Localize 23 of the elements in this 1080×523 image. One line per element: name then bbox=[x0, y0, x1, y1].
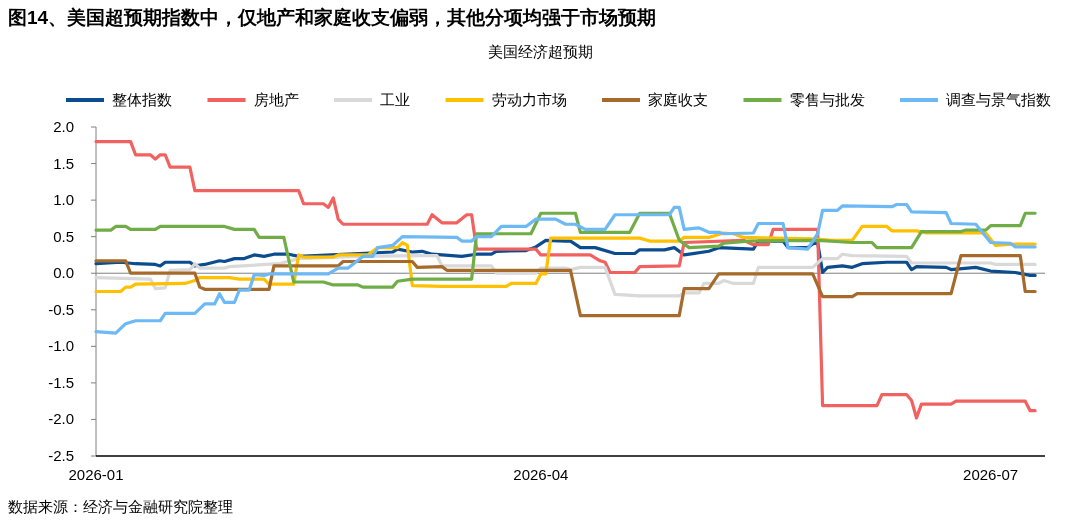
y-tick-label: -2.5 bbox=[48, 447, 74, 464]
legend-label: 家庭收支 bbox=[648, 91, 708, 108]
y-tick-label: 1.0 bbox=[53, 191, 74, 209]
x-tick-label: 2026-04 bbox=[513, 466, 569, 483]
y-tick-label: 0.5 bbox=[53, 227, 74, 245]
y-tick-label: -1.0 bbox=[48, 337, 74, 355]
y-tick-label: 1.5 bbox=[53, 154, 74, 172]
x-tick-label: 2026-01 bbox=[68, 466, 124, 483]
legend-label: 工业 bbox=[380, 91, 410, 108]
source-note: 数据来源：经济与金融研究院整理 bbox=[8, 498, 233, 515]
x-tick-label: 2026-07 bbox=[963, 466, 1019, 483]
y-tick-label: 2.0 bbox=[53, 118, 74, 135]
legend-label: 调查与景气指数 bbox=[946, 91, 1051, 108]
legend-label: 零售与批发 bbox=[789, 91, 865, 108]
y-tick-label: 0.0 bbox=[53, 264, 74, 282]
legend-label: 劳动力市场 bbox=[491, 91, 567, 108]
legend-label: 整体指数 bbox=[112, 91, 172, 108]
y-tick-label: -2.0 bbox=[48, 410, 74, 428]
chart-title: 图14、美国超预期指数中，仅地产和家庭收支偏弱，其他分项均强于市场预期 bbox=[8, 7, 657, 28]
legend-label: 房地产 bbox=[253, 91, 299, 108]
y-tick-label: -1.5 bbox=[48, 373, 74, 391]
chart-subtitle: 美国经济超预期 bbox=[487, 43, 593, 60]
y-tick-label: -0.5 bbox=[48, 300, 74, 318]
